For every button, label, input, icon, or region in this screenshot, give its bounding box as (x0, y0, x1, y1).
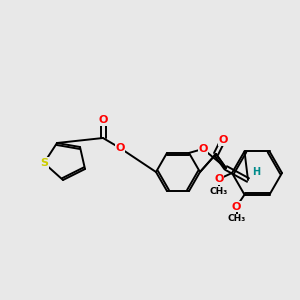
Text: O: O (218, 135, 228, 145)
Text: O: O (198, 144, 208, 154)
Text: CH₃: CH₃ (210, 187, 228, 196)
Text: H: H (252, 167, 260, 177)
Text: O: O (214, 174, 224, 184)
Text: O: O (232, 202, 241, 212)
Text: CH₃: CH₃ (227, 214, 246, 223)
Text: S: S (40, 158, 48, 168)
Text: O: O (115, 143, 125, 153)
Text: O: O (98, 115, 108, 125)
